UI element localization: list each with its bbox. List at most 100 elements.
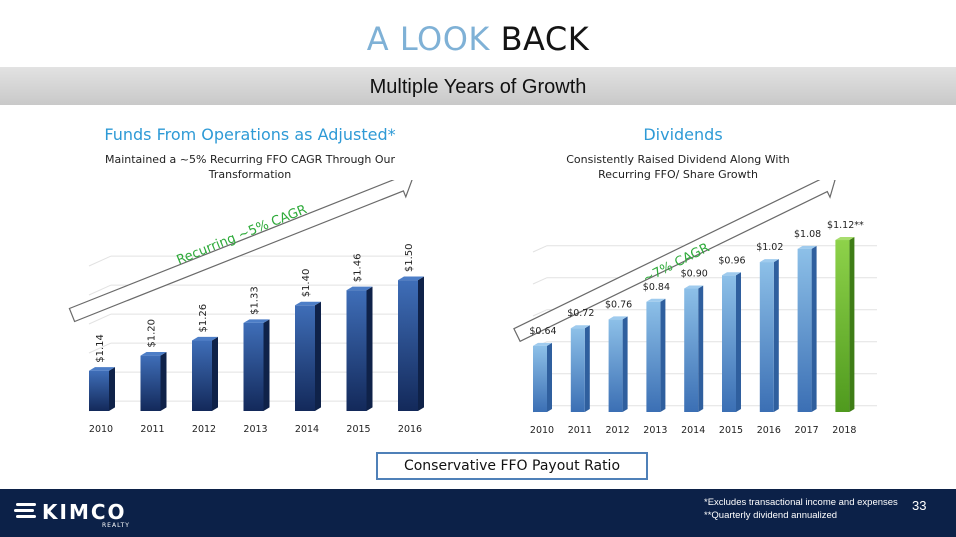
div-bar	[722, 275, 736, 412]
div-bar	[646, 301, 661, 412]
ffo-trend-arrow	[68, 180, 413, 323]
ffo-bar-side	[160, 352, 167, 411]
ffo-x-tick: 2013	[243, 424, 267, 435]
div-bar-side	[584, 325, 590, 412]
div-bar-side	[736, 272, 741, 412]
ffo-gridline	[88, 284, 112, 296]
ffo-bar-top	[243, 319, 270, 323]
div-bar-top	[646, 298, 666, 302]
div-value-label: $0.90	[681, 269, 708, 280]
footnote-1: *Excludes transactional income and expen…	[704, 497, 898, 508]
kimco-logo: KIMCO REALTY	[14, 500, 129, 528]
ffo-bar-side	[109, 367, 115, 411]
div-x-tick: 2010	[530, 425, 554, 436]
ffo-value-label: $1.14	[95, 334, 106, 363]
div-bar-side	[622, 316, 628, 412]
div-bar-side	[811, 245, 817, 412]
ffo-subtitle-line-1: Maintained a ~5% Recurring FFO CAGR Thro…	[104, 153, 396, 166]
title-part-1: A LOOK	[366, 20, 490, 58]
div-x-tick: 2014	[681, 425, 705, 436]
ffo-gridline	[88, 255, 112, 267]
ffo-value-label: $1.26	[198, 304, 209, 333]
div-x-tick: 2016	[757, 425, 781, 436]
div-trend-arrow	[513, 180, 836, 343]
div-value-label: $0.96	[718, 255, 745, 266]
div-x-tick: 2013	[643, 425, 667, 436]
ffo-bar-chart: $1.14 $1.20 $1.26 $1.33 $1.40 $1.46 $1.50 2010…	[68, 180, 424, 435]
title-part-2: BACK	[500, 20, 590, 58]
div-value-label: $1.02	[756, 242, 783, 253]
ffo-bar-top	[192, 336, 218, 341]
footer-bar	[0, 489, 956, 537]
ffo-bar-side	[315, 301, 321, 411]
div-value-label: $1.12**	[827, 220, 864, 231]
div-bar-side	[698, 285, 704, 412]
footnotes: *Excludes transactional income and expen…	[704, 496, 898, 522]
ffo-bar-top	[89, 367, 115, 371]
ffo-heading: Funds From Operations as Adjusted*	[104, 125, 396, 144]
ffo-x-tick: 2012	[192, 424, 216, 435]
ffo-bar-side	[366, 286, 373, 411]
div-bar-top	[797, 245, 817, 249]
div-value-label: $0.76	[605, 299, 632, 310]
ffo-value-label: $1.50	[404, 243, 415, 272]
div-x-tick: 2011	[568, 425, 592, 436]
ffo-bar	[398, 280, 418, 411]
ffo-bar-side	[263, 319, 270, 411]
ffo-x-tick: 2011	[140, 424, 164, 435]
div-bar	[684, 288, 699, 412]
ffo-bar	[295, 305, 315, 411]
ffo-gridline	[88, 342, 112, 354]
ffo-value-label: $1.40	[301, 269, 312, 298]
ffo-bar-top	[346, 286, 373, 291]
footnote-2: **Quarterly dividend annualized	[704, 510, 838, 521]
ffo-bar	[192, 340, 212, 411]
dividends-subtitle: Consistently Raised Dividend Along With …	[520, 152, 836, 182]
div-bar-top	[759, 259, 779, 263]
div-bar-side	[547, 342, 552, 412]
banner-text: Multiple Years of Growth	[369, 76, 587, 98]
div-x-tick: 2017	[795, 425, 819, 436]
dividends-subtitle-line-2: Recurring FFO/ Share Growth	[598, 168, 758, 181]
ffo-bar	[140, 355, 161, 411]
div-bar	[835, 240, 850, 412]
ffo-gridline	[88, 313, 112, 325]
div-value-label: $0.84	[643, 282, 670, 293]
ffo-subtitle-line-2: Transformation	[208, 168, 292, 181]
div-bar	[533, 345, 547, 412]
div-x-tick: 2015	[719, 425, 743, 436]
ffo-x-tick: 2010	[89, 424, 113, 435]
dividends-subtitle-line-1: Consistently Raised Dividend Along With	[566, 153, 790, 166]
ffo-x-tick: 2016	[398, 424, 422, 435]
section-banner: Multiple Years of Growth	[0, 67, 956, 105]
div-bar-top	[533, 342, 552, 346]
ffo-bar-side	[418, 276, 424, 411]
div-x-tick: 2018	[832, 425, 856, 436]
div-gridline	[532, 309, 548, 317]
payout-ratio-box: Conservative FFO Payout Ratio	[376, 452, 648, 480]
div-gridline	[532, 245, 548, 253]
div-value-label: $0.72	[567, 308, 594, 319]
ffo-subtitle: Maintained a ~5% Recurring FFO CAGR Thro…	[60, 152, 440, 182]
ffo-bar-top	[398, 276, 424, 281]
ffo-x-tick: 2015	[346, 424, 370, 435]
div-bar	[797, 248, 812, 412]
ffo-bar-side	[212, 336, 218, 411]
page-title: A LOOK BACK	[0, 20, 956, 58]
dividends-bar-chart: $0.64 $0.72 $0.76 $0.84 $0.90 $0.96 $1.02 $1.08…	[513, 180, 877, 436]
div-bar	[570, 328, 585, 412]
div-bar-top	[835, 237, 855, 241]
ffo-value-label: $1.20	[147, 319, 158, 348]
div-bar-top	[722, 272, 741, 276]
div-bar-side	[849, 237, 855, 412]
div-bar-top	[608, 316, 628, 320]
ffo-x-tick: 2014	[295, 424, 319, 435]
div-bar-top	[684, 285, 704, 289]
dividends-heading: Dividends	[643, 125, 723, 144]
div-bar-side	[660, 298, 666, 412]
ffo-bar	[243, 322, 264, 411]
div-bar-side	[773, 259, 779, 412]
div-gridline	[532, 277, 548, 285]
div-bar	[759, 262, 774, 412]
ffo-bar	[89, 370, 109, 411]
